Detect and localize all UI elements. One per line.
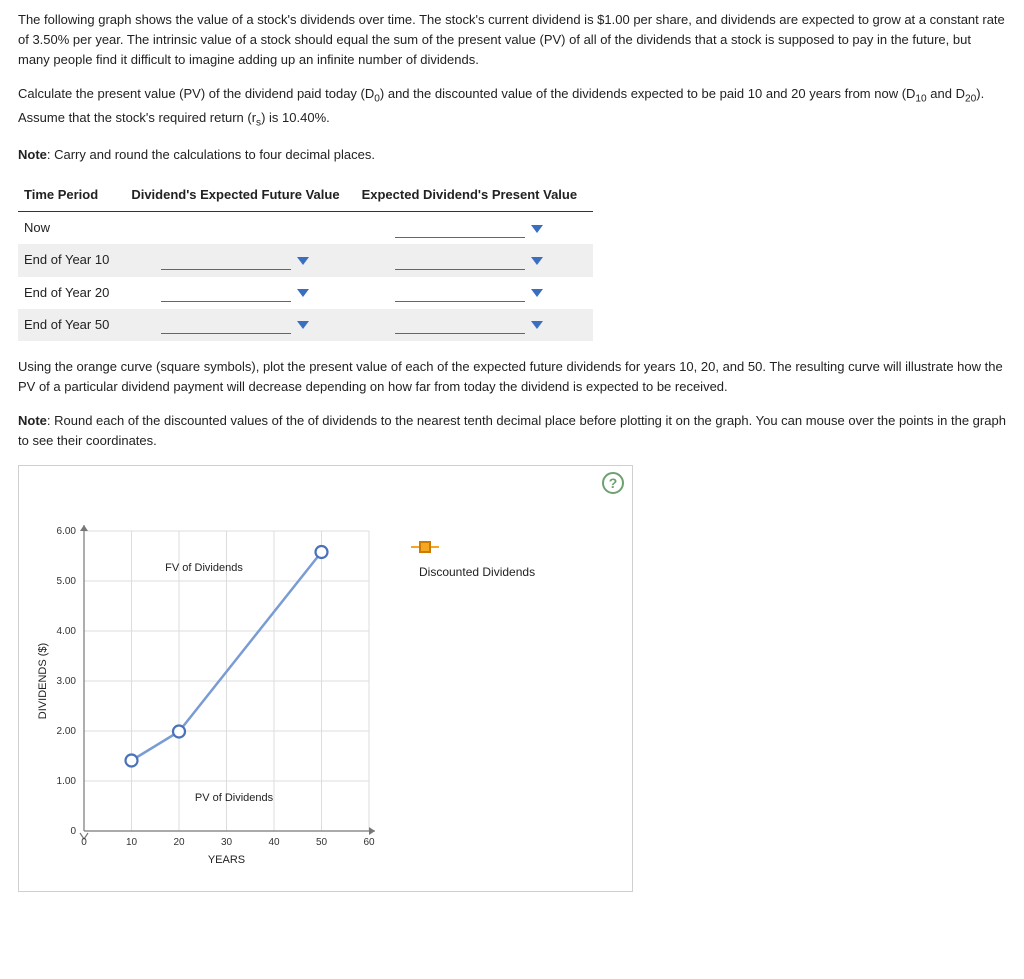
svg-text:60: 60: [363, 837, 375, 848]
svg-text:FV of Dividends: FV of Dividends: [165, 562, 243, 574]
cell-future-value: [125, 212, 355, 245]
svg-text:1.00: 1.00: [57, 776, 77, 787]
cell-present-value: [356, 277, 594, 309]
chevron-down-icon[interactable]: [297, 257, 309, 265]
cell-period: End of Year 20: [18, 277, 125, 309]
svg-text:10: 10: [126, 837, 138, 848]
chevron-down-icon[interactable]: [297, 321, 309, 329]
p2-text: Calculate the present value (PV) of the …: [18, 86, 374, 101]
p2-text5: ) is 10.40%.: [261, 110, 330, 125]
pv-dropdown[interactable]: [395, 316, 525, 334]
svg-text:0: 0: [70, 826, 76, 837]
svg-text:YEARS: YEARS: [208, 854, 245, 866]
note-2: Note: Round each of the discounted value…: [18, 411, 1006, 451]
svg-text:DIVIDENDS ($): DIVIDENDS ($): [37, 643, 49, 719]
legend-item-discounted[interactable]: [419, 541, 535, 553]
fv-dropdown[interactable]: [161, 284, 291, 302]
note-bold: Note: [18, 147, 47, 162]
svg-text:6.00: 6.00: [57, 526, 77, 537]
fv-point[interactable]: [126, 755, 138, 767]
table-row: Now: [18, 212, 593, 245]
table-row: End of Year 20: [18, 277, 593, 309]
dividend-table: Time Period Dividend's Expected Future V…: [18, 179, 593, 341]
sub-d20: 20: [965, 94, 976, 105]
chevron-down-icon[interactable]: [531, 289, 543, 297]
fv-dropdown[interactable]: [161, 252, 291, 270]
intro-paragraph-2: Calculate the present value (PV) of the …: [18, 84, 1006, 131]
fv-point[interactable]: [316, 546, 328, 558]
svg-text:PV of Dividends: PV of Dividends: [195, 792, 274, 804]
table-row: End of Year 50: [18, 309, 593, 341]
cell-period: Now: [18, 212, 125, 245]
cell-future-value: [125, 277, 355, 309]
fv-dropdown[interactable]: [161, 316, 291, 334]
table-row: End of Year 10: [18, 244, 593, 276]
sub-d10: 10: [915, 94, 926, 105]
cell-period: End of Year 50: [18, 309, 125, 341]
svg-text:40: 40: [268, 837, 280, 848]
cell-present-value: [356, 309, 594, 341]
col-time-period: Time Period: [18, 179, 125, 212]
pv-dropdown[interactable]: [395, 284, 525, 302]
note2-rest: : Round each of the discounted values of…: [18, 413, 1006, 448]
note-1: Note: Carry and round the calculations t…: [18, 145, 1006, 165]
col-present-value: Expected Dividend's Present Value: [356, 179, 594, 212]
svg-text:0: 0: [81, 837, 87, 848]
svg-text:5.00: 5.00: [57, 576, 77, 587]
pv-dropdown[interactable]: [395, 220, 525, 238]
p2-text3: and D: [927, 86, 965, 101]
pv-dropdown[interactable]: [395, 252, 525, 270]
chart-legend: Discounted Dividends: [419, 541, 535, 871]
col-future-value: Dividend's Expected Future Value: [125, 179, 355, 212]
chevron-down-icon[interactable]: [531, 257, 543, 265]
svg-text:4.00: 4.00: [57, 626, 77, 637]
svg-text:50: 50: [316, 837, 328, 848]
cell-present-value: [356, 244, 594, 276]
chevron-down-icon[interactable]: [531, 225, 543, 233]
cell-present-value: [356, 212, 594, 245]
p2-text2: ) and the discounted value of the divide…: [380, 86, 916, 101]
svg-text:20: 20: [173, 837, 185, 848]
cell-future-value: [125, 244, 355, 276]
legend-square-icon: [419, 541, 431, 553]
chart-container: ? 0 10 20 30 40 50 60 0 1.00 2.00 3.00 4.00 5.00 6.00…: [18, 465, 633, 892]
svg-text:2.00: 2.00: [57, 726, 77, 737]
instruction-plot: Using the orange curve (square symbols),…: [18, 357, 1006, 397]
cell-period: End of Year 10: [18, 244, 125, 276]
svg-text:3.00: 3.00: [57, 676, 77, 687]
svg-text:30: 30: [221, 837, 233, 848]
help-icon[interactable]: ?: [602, 472, 624, 494]
note-rest: : Carry and round the calculations to fo…: [47, 147, 375, 162]
chevron-down-icon[interactable]: [531, 321, 543, 329]
dividends-chart[interactable]: 0 10 20 30 40 50 60 0 1.00 2.00 3.00 4.00 5.00 6.00 YE…: [29, 511, 389, 871]
intro-paragraph-1: The following graph shows the value of a…: [18, 10, 1006, 70]
fv-point[interactable]: [173, 726, 185, 738]
legend-label: Discounted Dividends: [419, 563, 535, 582]
chevron-down-icon[interactable]: [297, 289, 309, 297]
cell-future-value: [125, 309, 355, 341]
note2-bold: Note: [18, 413, 47, 428]
